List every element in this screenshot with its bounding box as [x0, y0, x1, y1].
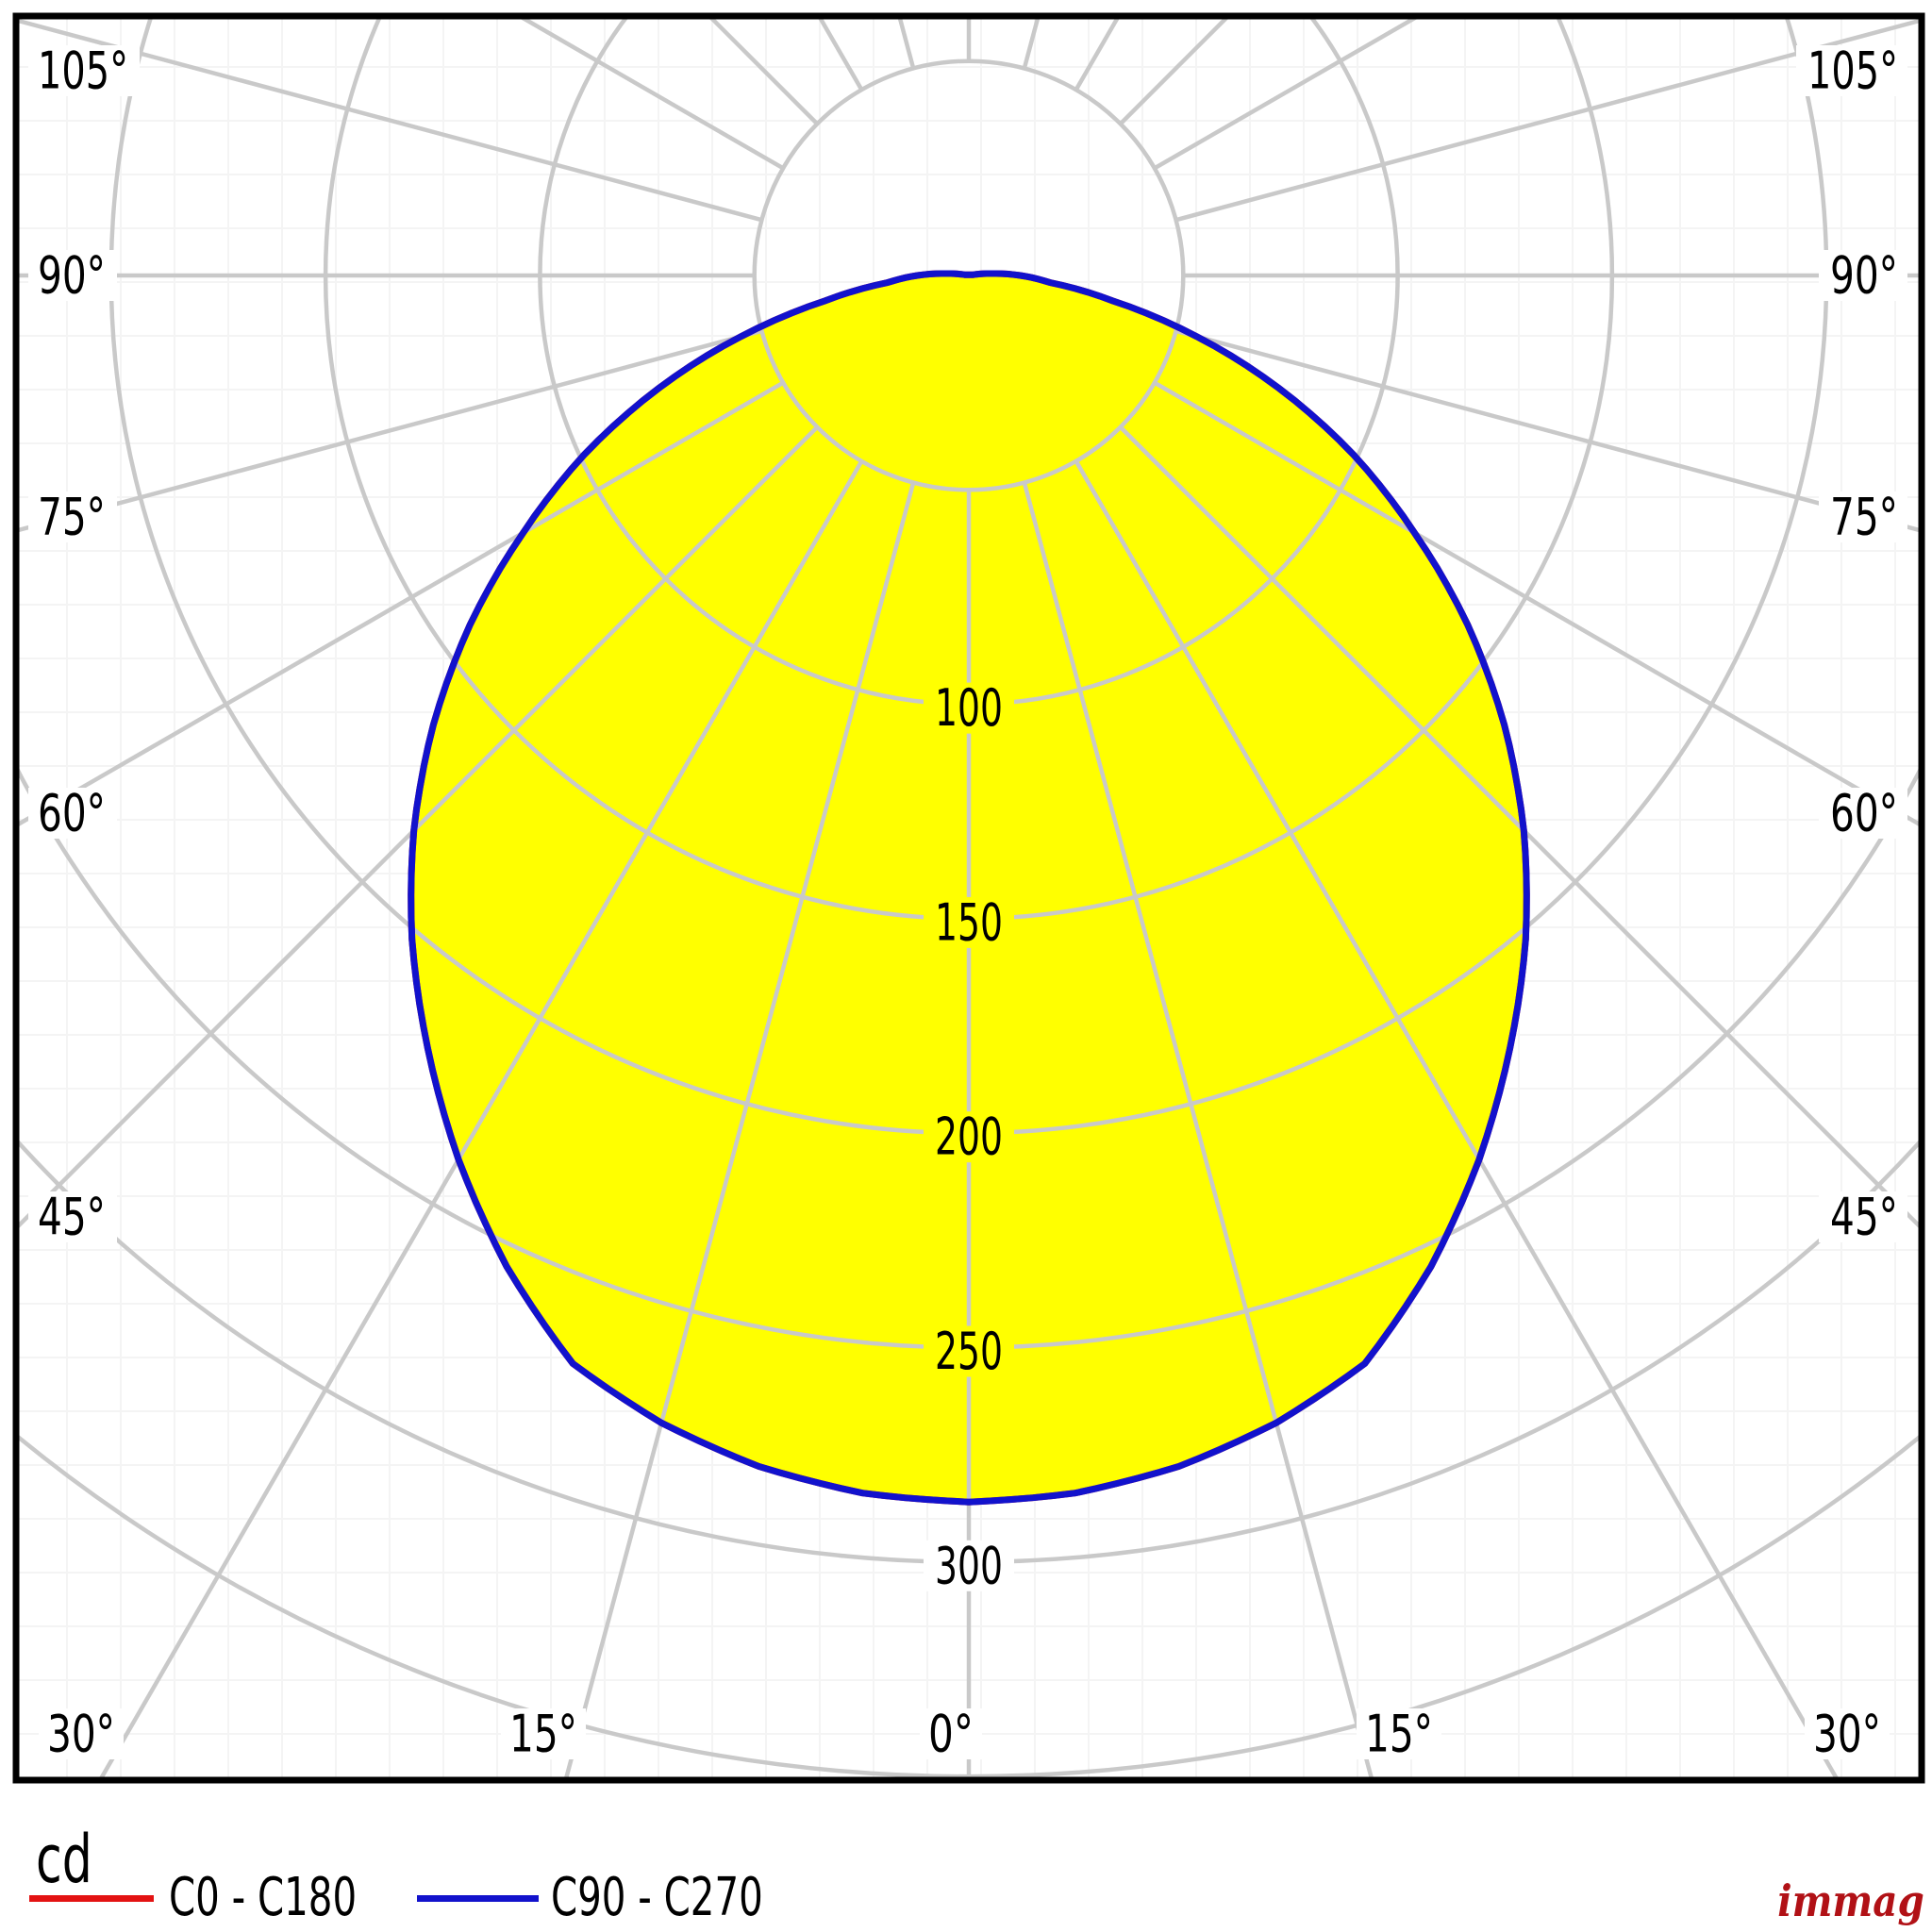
- unit-label: cd: [36, 1824, 114, 1894]
- radial-label-150-bg: [924, 896, 1014, 948]
- angle-label-bottom-0°: 0°: [928, 1705, 974, 1764]
- angle-label-left-60°-bg: [28, 788, 117, 839]
- grid-ray: [13, 425, 819, 1235]
- angle-label-right-75°-bg: [1819, 491, 1907, 542]
- grid-ray: [13, 328, 763, 534]
- radial-label-200: 200: [935, 1108, 1003, 1167]
- angle-label-right-105°-bg: [1796, 45, 1907, 96]
- angle-label-bottom-15°: 15°: [1365, 1705, 1433, 1764]
- angle-label-bottom-0°-bg: [920, 1708, 982, 1759]
- legend-line-c0-c180: [29, 1895, 154, 1902]
- angle-label-right-90°-bg: [1819, 250, 1907, 301]
- angle-label-left-90°: 90°: [38, 246, 106, 306]
- grid-ray: [13, 17, 763, 223]
- angle-label-right-45°-bg: [1819, 1191, 1907, 1242]
- angle-label-left-60°: 60°: [38, 784, 106, 843]
- angle-label-right-60°: 60°: [1830, 784, 1898, 843]
- angle-label-right-45°: 45°: [1830, 1188, 1898, 1247]
- radial-label-150: 150: [935, 892, 1003, 952]
- grid-ray: [1174, 328, 1924, 534]
- angle-label-bottom-30°: 30°: [1813, 1705, 1881, 1764]
- angle-label-left-105°-bg: [28, 45, 140, 96]
- angle-label-left-90°-bg: [28, 250, 117, 301]
- grid-ray: [1074, 459, 1842, 1783]
- radial-label-300: 300: [935, 1536, 1003, 1595]
- radial-label-100: 100: [935, 678, 1003, 738]
- immag-logo: immag: [1777, 1875, 1924, 1926]
- angle-label-right-90°: 90°: [1830, 246, 1898, 306]
- angle-label-right-75°: 75°: [1830, 488, 1898, 547]
- angle-label-bottom-15°-bg: [1357, 1708, 1441, 1759]
- angle-label-bottom-30°: 30°: [47, 1705, 115, 1764]
- legend-line-c90-c270: [417, 1895, 539, 1902]
- angle-label-bottom-30°-bg: [1805, 1708, 1890, 1759]
- grid-ray: [1153, 380, 1924, 830]
- grid-labels: 100 150 200 250 300 105° 90° 75° 60° 45° 105° 90° 75…: [28, 42, 1907, 1764]
- unit-label-text: cd: [36, 1821, 92, 1898]
- radial-label-250-bg: [924, 1325, 1014, 1377]
- plot-frame: [12, 12, 1925, 1784]
- radial-label-100-bg: [924, 682, 1014, 734]
- grid-ray: [562, 481, 916, 1783]
- grid-ray: [13, 380, 785, 830]
- angle-label-left-75°-bg: [28, 491, 117, 542]
- angle-label-right-60°-bg: [1819, 788, 1907, 839]
- radial-label-200-bg: [924, 1111, 1014, 1163]
- curve-c90-c270: [408, 270, 1530, 1506]
- angle-label-bottom-30°-bg: [39, 1708, 124, 1759]
- angle-label-left-105°: 105°: [38, 42, 128, 101]
- grid-ray: [95, 459, 864, 1783]
- legend-label-c0-c180: C0 - C180: [169, 1867, 358, 1928]
- grid-ray: [1119, 425, 1924, 1235]
- angle-label-left-45°-bg: [28, 1191, 117, 1242]
- radial-label-300-bg: [924, 1540, 1014, 1591]
- grid-ray: [1174, 17, 1924, 223]
- radial-label-250: 250: [935, 1322, 1003, 1381]
- angle-label-right-105°: 105°: [1807, 42, 1898, 101]
- legend-label-c90-c270: C90 - C270: [551, 1867, 763, 1928]
- grid-ray: [1022, 481, 1375, 1783]
- angle-label-bottom-15°-bg: [501, 1708, 586, 1759]
- angle-label-bottom-15°: 15°: [509, 1705, 577, 1764]
- angle-label-left-45°: 45°: [38, 1188, 106, 1247]
- angle-label-left-75°: 75°: [38, 488, 106, 547]
